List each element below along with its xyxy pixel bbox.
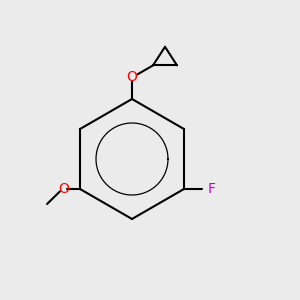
- Text: O: O: [58, 182, 69, 196]
- Text: O: O: [127, 70, 137, 84]
- Text: F: F: [208, 182, 216, 196]
